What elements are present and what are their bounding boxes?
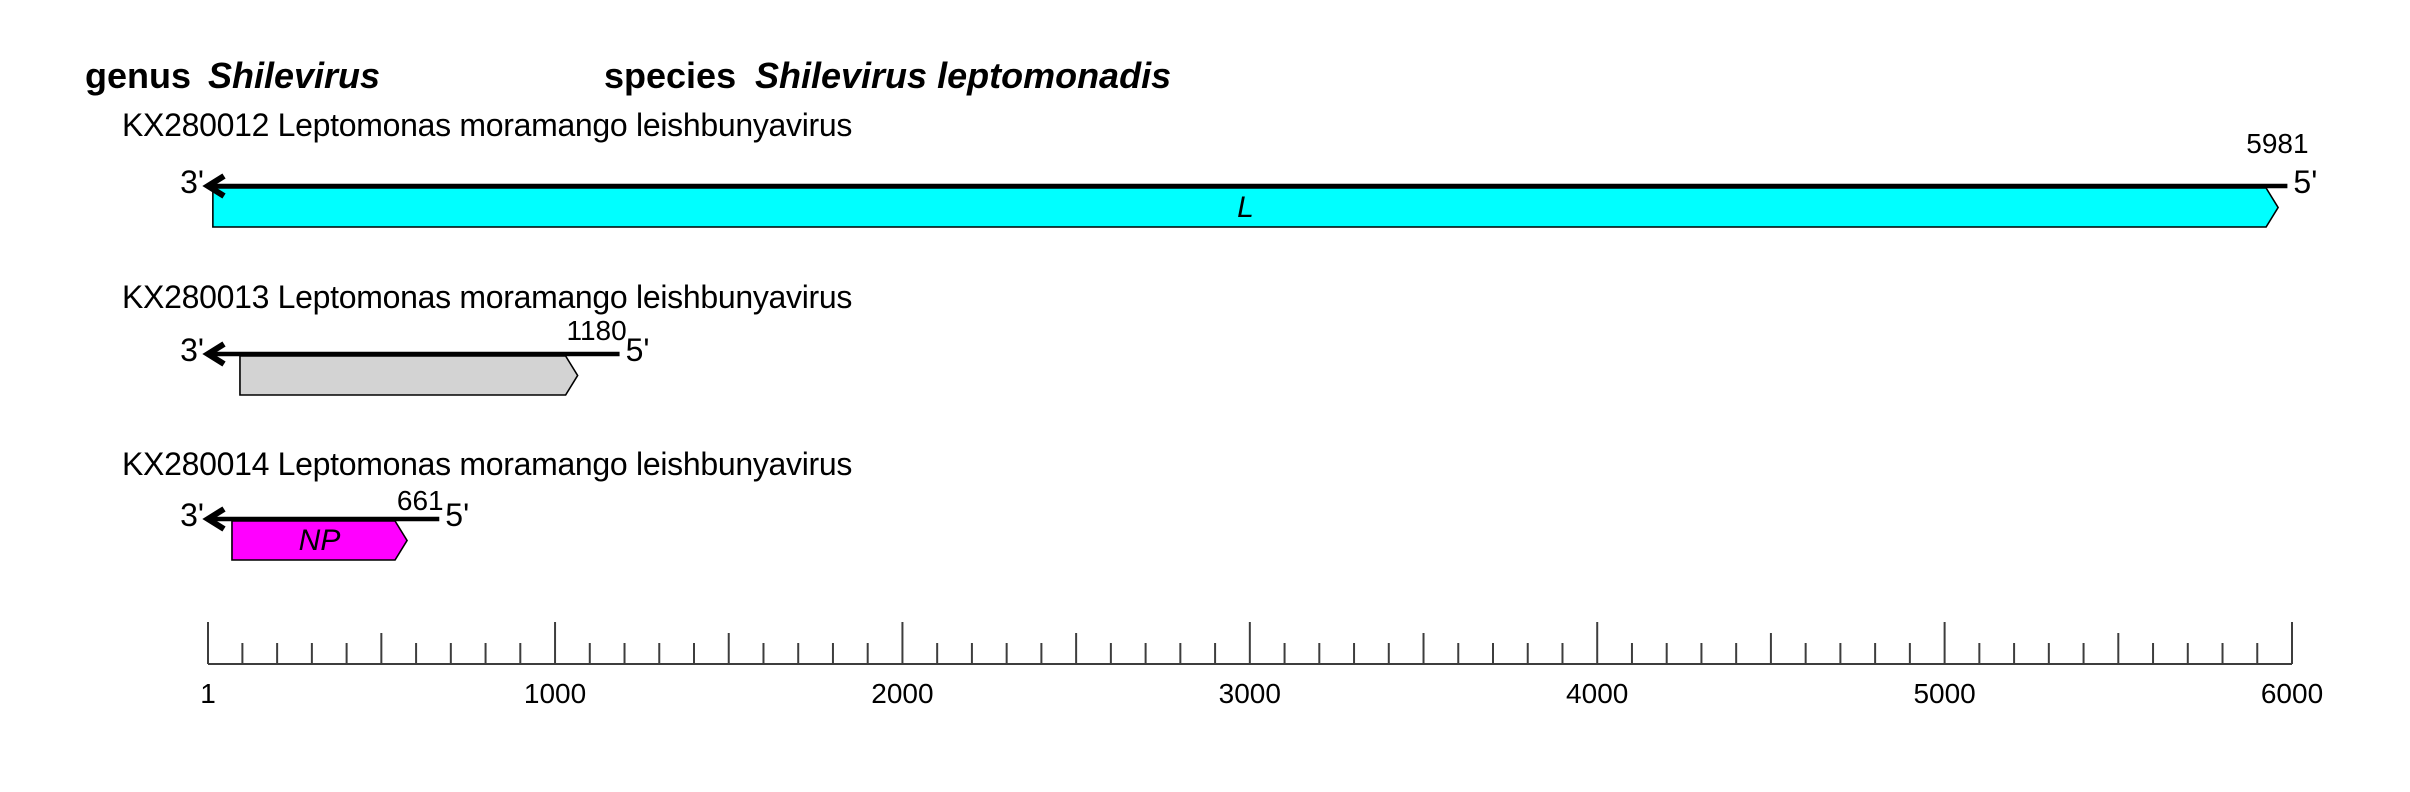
genus-name: Shilevirus xyxy=(208,55,381,96)
orf-box xyxy=(239,355,579,396)
five-prime-label: 5' xyxy=(445,497,470,533)
ruler-tick-label: 3000 xyxy=(1218,678,1281,709)
three-prime-arrowhead-icon xyxy=(202,173,226,199)
segment-length-label: 661 xyxy=(396,485,444,516)
three-prime-arrowhead-icon xyxy=(202,341,226,367)
ruler-tick-label: 2000 xyxy=(871,678,934,709)
three-prime-label: 3' xyxy=(180,332,204,368)
five-prime-label: 5' xyxy=(2293,164,2318,200)
ruler-tick-label: 5000 xyxy=(1913,678,1976,709)
ruler-tick-label: 1000 xyxy=(523,678,587,709)
ruler-tick-label: 1 xyxy=(200,678,216,709)
five-prime-label: 5' xyxy=(625,332,650,368)
species-label: species xyxy=(604,55,737,96)
segment-length-label: 1180 xyxy=(566,315,627,346)
species-name: Shilevirus leptomonadis xyxy=(755,55,1172,96)
three-prime-label: 3' xyxy=(180,497,204,533)
accession-label: KX280013 Leptomonas moramango leishbunya… xyxy=(122,279,853,315)
segment-length-label: 5981 xyxy=(2246,128,2309,159)
accession-label: KX280012 Leptomonas moramango leishbunya… xyxy=(122,107,853,143)
ruler-tick-label: 6000 xyxy=(2260,678,2324,709)
genus-label: genus xyxy=(85,55,192,96)
three-prime-label: 3' xyxy=(180,164,204,200)
gene-label-L: L xyxy=(1237,190,1254,224)
ruler-tick-label: 4000 xyxy=(1566,678,1629,709)
accession-label: KX280014 Leptomonas moramango leishbunya… xyxy=(122,446,853,482)
gene-label-NP: NP xyxy=(298,523,341,557)
three-prime-arrowhead-icon xyxy=(202,506,226,532)
